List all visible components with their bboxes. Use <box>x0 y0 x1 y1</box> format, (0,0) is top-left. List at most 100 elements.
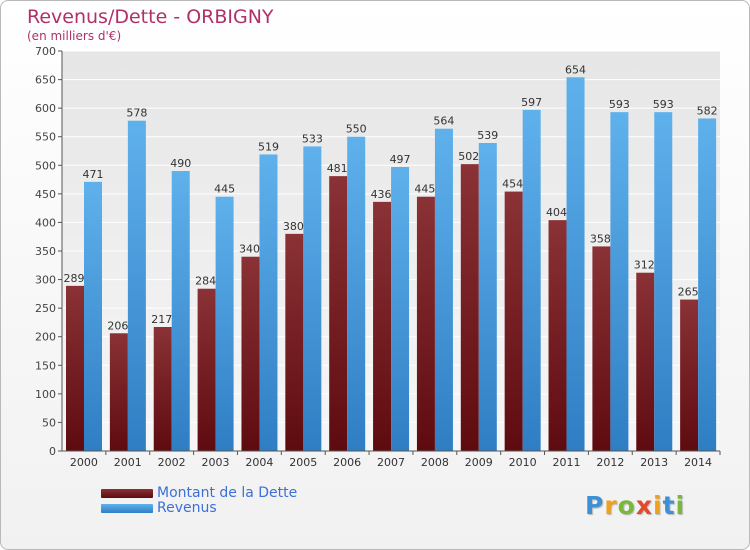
x-tick-label: 2007 <box>377 456 405 469</box>
x-tick-label: 2014 <box>684 456 712 469</box>
legend-label-debt: Montant de la Dette <box>157 485 298 501</box>
bar-debt <box>548 220 567 451</box>
bar-revenue <box>84 181 102 451</box>
bar-revenue <box>171 171 190 451</box>
data-label-revenue: 471 <box>83 168 104 181</box>
data-label-revenue: 519 <box>258 140 279 153</box>
data-label-debt: 454 <box>502 178 523 191</box>
y-tick-label: 0 <box>49 445 56 458</box>
data-label-debt: 265 <box>678 286 699 299</box>
data-label-revenue: 533 <box>302 132 323 145</box>
x-tick-label: 2001 <box>114 456 142 469</box>
logo-letter: i <box>653 491 663 520</box>
y-tick-label: 300 <box>35 274 56 287</box>
bar-debt <box>153 327 172 451</box>
data-label-debt: 380 <box>283 220 304 233</box>
bar-debt <box>197 288 216 451</box>
y-tick-label: 450 <box>35 188 56 201</box>
bar-debt <box>680 299 699 451</box>
data-label-revenue: 597 <box>521 96 542 109</box>
bar-revenue <box>259 154 278 451</box>
data-label-debt: 404 <box>546 206 567 219</box>
data-label-revenue: 564 <box>433 115 454 128</box>
data-label-debt: 289 <box>64 272 85 285</box>
bar-revenue <box>566 77 585 452</box>
data-label-revenue: 445 <box>214 183 235 196</box>
bar-debt <box>285 233 304 451</box>
x-tick-label: 2004 <box>245 456 273 469</box>
bar-revenue <box>347 136 366 451</box>
data-label-revenue: 539 <box>477 129 498 142</box>
bar-revenue <box>478 143 497 451</box>
logo-letter: x <box>635 491 653 520</box>
logo-letter: t <box>662 491 676 520</box>
y-tick-label: 700 <box>35 45 56 58</box>
bar-revenue <box>391 167 410 451</box>
bar-debt <box>636 272 655 451</box>
legend-swatch-debt <box>101 489 153 498</box>
data-label-revenue: 654 <box>565 63 586 76</box>
bar-debt <box>241 256 260 451</box>
logo-letter: i <box>675 491 686 520</box>
bar-debt <box>109 333 128 451</box>
y-tick-label: 100 <box>35 388 56 401</box>
data-label-revenue: 578 <box>126 107 147 120</box>
bar-revenue <box>610 112 629 452</box>
data-label-debt: 340 <box>239 243 260 256</box>
data-label-revenue: 593 <box>653 98 674 111</box>
x-tick-label: 2006 <box>333 456 361 469</box>
data-label-debt: 312 <box>634 259 655 272</box>
data-label-revenue: 593 <box>609 98 630 111</box>
x-tick-label: 2011 <box>552 456 580 469</box>
bar-revenue <box>303 146 322 451</box>
y-tick-label: 500 <box>35 159 56 172</box>
chart-subtitle: (en milliers d'€) <box>27 29 122 43</box>
x-tick-label: 2012 <box>596 456 624 469</box>
y-tick-label: 150 <box>35 359 56 372</box>
bar-debt <box>592 246 611 451</box>
chart-title: Revenus/Dette - ORBIGNY <box>27 6 274 28</box>
data-label-revenue: 490 <box>170 157 191 170</box>
x-tick-label: 2000 <box>70 456 98 469</box>
y-tick-label: 650 <box>35 74 56 87</box>
bar-debt <box>329 176 348 451</box>
legend-swatch-revenue <box>101 504 153 513</box>
legend-label-revenue: Revenus <box>157 500 217 516</box>
data-label-debt: 358 <box>590 232 611 245</box>
data-label-debt: 284 <box>195 275 216 288</box>
y-tick-label: 50 <box>42 416 56 429</box>
x-tick-label: 2008 <box>421 456 449 469</box>
y-tick-label: 400 <box>35 216 56 229</box>
data-label-debt: 206 <box>107 319 128 332</box>
data-label-revenue: 582 <box>697 104 718 117</box>
y-tick-label: 200 <box>35 331 56 344</box>
bar-debt <box>504 191 523 452</box>
bar-debt <box>460 164 479 451</box>
x-tick-label: 2013 <box>640 456 668 469</box>
bar-revenue <box>127 120 146 451</box>
bar-debt <box>373 201 392 451</box>
proxiti-logo: Proxiti <box>585 491 685 520</box>
y-tick-label: 350 <box>35 245 56 258</box>
data-label-revenue: 550 <box>346 123 367 136</box>
data-label-debt: 217 <box>151 313 172 326</box>
x-tick-label: 2005 <box>289 456 317 469</box>
bar-revenue <box>215 196 234 451</box>
y-tick-label: 250 <box>35 302 56 315</box>
data-label-debt: 481 <box>327 162 348 175</box>
data-label-debt: 502 <box>458 150 479 163</box>
data-label-debt: 445 <box>414 183 435 196</box>
bar-debt <box>416 196 435 451</box>
y-tick-label: 600 <box>35 102 56 115</box>
bar-revenue <box>522 109 541 451</box>
bar-revenue <box>434 128 453 451</box>
x-tick-label: 2003 <box>202 456 230 469</box>
data-label-revenue: 497 <box>390 153 411 166</box>
x-tick-label: 2010 <box>509 456 537 469</box>
bar-revenue <box>654 112 673 452</box>
y-tick-label: 550 <box>35 131 56 144</box>
logo-letter: P <box>585 491 605 520</box>
logo-letter: o <box>617 491 636 520</box>
